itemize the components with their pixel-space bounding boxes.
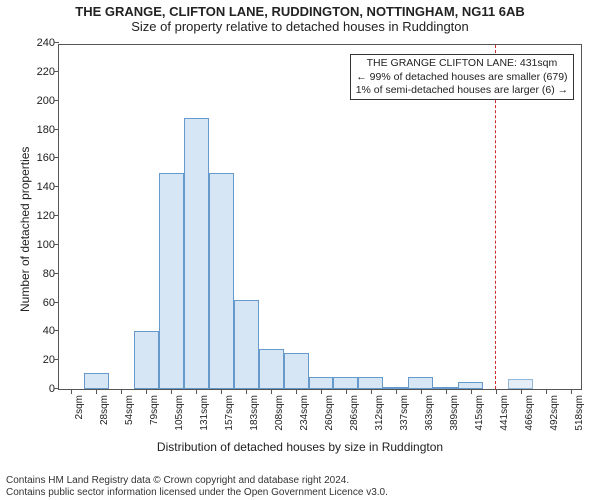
y-tick-mark	[54, 71, 59, 72]
footer-line1: Contains HM Land Registry data © Crown c…	[6, 475, 594, 487]
x-tick-label: 441sqm	[499, 395, 510, 431]
y-tick-label: 80	[43, 268, 55, 280]
x-tick-label: 105sqm	[174, 395, 185, 431]
x-tick-label: 415sqm	[474, 395, 485, 431]
histogram-bar	[259, 349, 284, 389]
y-tick-label: 180	[37, 124, 55, 136]
x-tick-label: 208sqm	[274, 395, 285, 431]
y-tick-mark	[54, 244, 59, 245]
x-tick-label: 260sqm	[324, 395, 335, 431]
histogram-bar	[284, 353, 309, 389]
histogram-bar	[358, 377, 383, 389]
x-tick-mark	[471, 389, 472, 394]
x-tick-mark	[421, 389, 422, 394]
x-tick-mark	[296, 389, 297, 394]
x-tick-label: 312sqm	[374, 395, 385, 431]
histogram-bar	[309, 377, 334, 389]
x-axis-label: Distribution of detached houses by size …	[0, 440, 600, 454]
x-tick-mark	[246, 389, 247, 394]
x-tick-label: 157sqm	[224, 395, 235, 431]
y-tick-mark	[54, 302, 59, 303]
x-tick-label: 286sqm	[349, 395, 360, 431]
x-tick-mark	[321, 389, 322, 394]
x-tick-mark	[571, 389, 572, 394]
y-tick-label: 220	[37, 66, 55, 78]
x-tick-mark	[521, 389, 522, 394]
y-tick-label: 140	[37, 181, 55, 193]
x-tick-mark	[196, 389, 197, 394]
x-tick-mark	[346, 389, 347, 394]
x-tick-label: 389sqm	[449, 395, 460, 431]
x-tick-mark	[71, 389, 72, 394]
x-tick-mark	[121, 389, 122, 394]
x-tick-label: 337sqm	[399, 395, 410, 431]
y-tick-label: 0	[49, 383, 55, 395]
chart-title-line1: THE GRANGE, CLIFTON LANE, RUDDINGTON, NO…	[0, 0, 600, 19]
x-tick-label: 234sqm	[299, 395, 310, 431]
y-tick-mark	[54, 215, 59, 216]
y-tick-mark	[54, 359, 59, 360]
annotation-line: ← 99% of detached houses are smaller (67…	[356, 71, 568, 84]
x-tick-mark	[496, 389, 497, 394]
y-tick-label: 60	[43, 297, 55, 309]
histogram-bar	[209, 173, 234, 389]
histogram-bar	[408, 377, 433, 389]
x-tick-label: 466sqm	[524, 395, 535, 431]
histogram-bar	[333, 377, 358, 389]
y-tick-label: 160	[37, 152, 55, 164]
x-tick-mark	[171, 389, 172, 394]
y-tick-mark	[54, 42, 59, 43]
property-annotation-box: THE GRANGE CLIFTON LANE: 431sqm← 99% of …	[350, 54, 574, 99]
y-tick-label: 40	[43, 325, 55, 337]
x-tick-mark	[371, 389, 372, 394]
histogram-bar	[184, 118, 209, 389]
x-tick-label: 183sqm	[249, 395, 260, 431]
annotation-line: THE GRANGE CLIFTON LANE: 431sqm	[356, 57, 568, 70]
y-axis-label: Number of detached properties	[18, 147, 32, 312]
y-tick-mark	[54, 157, 59, 158]
y-tick-mark	[54, 129, 59, 130]
y-tick-mark	[54, 273, 59, 274]
chart-title-line2: Size of property relative to detached ho…	[0, 19, 600, 34]
histogram-bar	[159, 173, 184, 389]
x-tick-mark	[221, 389, 222, 394]
footer-line2: Contains public sector information licen…	[6, 487, 594, 499]
y-tick-mark	[54, 388, 59, 389]
x-tick-mark	[396, 389, 397, 394]
histogram-bar	[458, 382, 483, 389]
x-tick-mark	[96, 389, 97, 394]
y-tick-label: 240	[37, 37, 55, 49]
histogram-bar	[84, 373, 109, 389]
y-tick-label: 200	[37, 95, 55, 107]
x-tick-mark	[446, 389, 447, 394]
y-tick-label: 20	[43, 354, 55, 366]
y-tick-label: 120	[37, 210, 55, 222]
histogram-bar	[234, 300, 259, 389]
histogram-bar	[433, 387, 458, 389]
histogram-bar	[508, 379, 533, 389]
x-tick-label: 363sqm	[424, 395, 435, 431]
annotation-line: 1% of semi-detached houses are larger (6…	[356, 84, 568, 97]
x-tick-label: 2sqm	[74, 395, 85, 419]
histogram-bar	[383, 387, 408, 389]
y-tick-mark	[54, 186, 59, 187]
footer-attribution: Contains HM Land Registry data © Crown c…	[0, 475, 600, 498]
x-tick-label: 518sqm	[574, 395, 585, 431]
y-tick-mark	[54, 330, 59, 331]
x-tick-label: 28sqm	[99, 395, 110, 425]
x-tick-mark	[146, 389, 147, 394]
y-tick-mark	[54, 100, 59, 101]
x-tick-label: 79sqm	[149, 395, 160, 425]
x-tick-label: 131sqm	[199, 395, 210, 431]
x-tick-mark	[546, 389, 547, 394]
x-tick-label: 492sqm	[549, 395, 560, 431]
histogram-bar	[134, 331, 159, 389]
x-tick-label: 54sqm	[124, 395, 135, 425]
x-tick-mark	[271, 389, 272, 394]
y-tick-label: 100	[37, 239, 55, 251]
